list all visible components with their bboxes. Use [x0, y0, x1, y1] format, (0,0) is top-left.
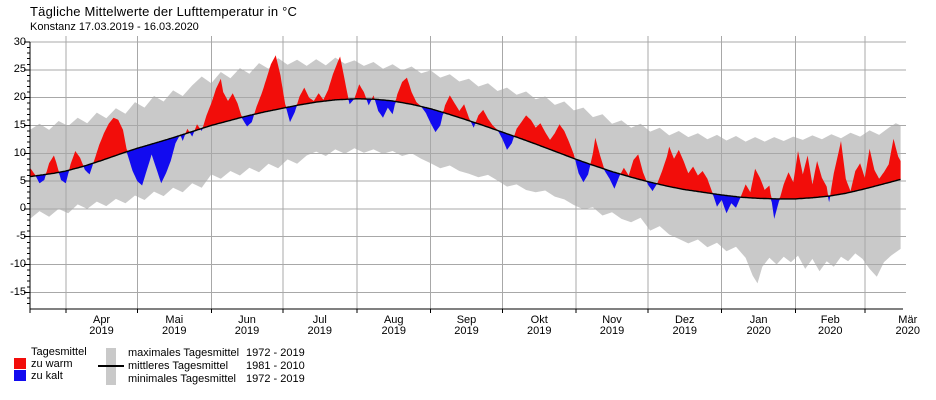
x-month-label: Aug 2019	[381, 314, 406, 337]
warm-swatch	[14, 358, 26, 369]
y-tick-label: 5	[19, 174, 26, 187]
y-tick-label: 30	[13, 35, 26, 48]
x-month-label: Dez 2019	[672, 314, 697, 337]
x-month-label: Okt 2019	[527, 314, 552, 337]
cold-swatch	[14, 370, 26, 381]
legend-max-period: 1972 - 2019	[246, 347, 305, 359]
climate-mean-line	[29, 97, 901, 200]
legend-mid-period: 1981 - 2010	[246, 360, 305, 372]
y-tick-label: 20	[13, 91, 26, 104]
y-tick-label: 0	[19, 202, 26, 215]
y-tick-label: 25	[13, 63, 26, 76]
x-month-label: Mai 2019	[162, 314, 187, 337]
x-month-label: Sep 2019	[454, 314, 479, 337]
x-month-label: Mär 2020	[895, 314, 921, 337]
x-month-label: Feb 2020	[818, 314, 843, 337]
y-tick-label: -10	[10, 258, 26, 270]
legend-min-label: minimales Tagesmittel	[128, 373, 237, 385]
legend-cold-label: zu kalt	[31, 370, 63, 382]
warm-anomaly-area	[30, 55, 901, 199]
mean-line-swatch	[98, 365, 124, 367]
legend-max-label: maximales Tagesmittel	[128, 347, 240, 359]
legend-mid-label: mittleres Tagesmittel	[128, 360, 229, 372]
y-tick-label: -15	[10, 285, 26, 298]
x-month-label: Apr 2019	[89, 314, 114, 337]
x-month-label: Jan 2020	[746, 314, 771, 337]
chart-subtitle: Konstanz 17.03.2019 - 16.03.2020	[30, 21, 199, 33]
y-tick-label: -5	[16, 230, 26, 243]
x-month-label: Jun 2019	[234, 314, 260, 337]
x-month-label: Nov 2019	[599, 314, 625, 337]
minmax-band	[30, 57, 901, 284]
y-tick-label: 15	[13, 118, 26, 131]
x-month-label: Jul 2019	[307, 314, 333, 337]
legend-warm-label: zu warm	[31, 358, 73, 370]
chart-title: Tägliche Mittelwerte der Lufttemperatur …	[30, 4, 298, 19]
y-tick-label: 10	[13, 146, 26, 159]
legend-min-period: 1972 - 2019	[246, 373, 305, 385]
axes	[24, 41, 903, 313]
legend-daily-title: Tagesmittel	[31, 346, 87, 358]
